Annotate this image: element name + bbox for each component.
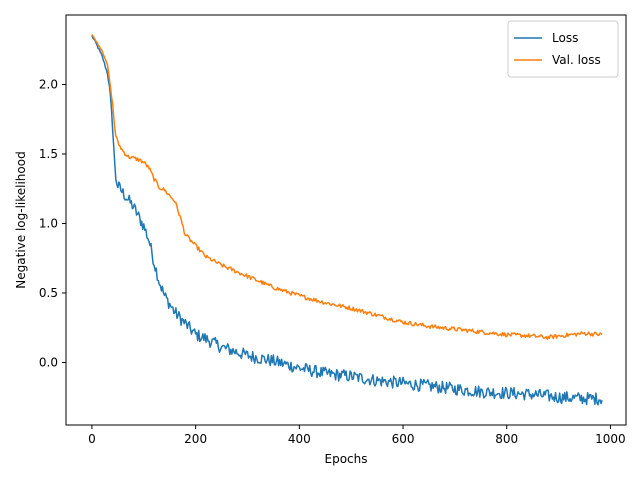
x-tick-label: 0 [88, 432, 96, 446]
plot-frame [65, 14, 627, 426]
legend-box [507, 20, 619, 78]
y-axis-ticks: 0.0 0.5 1.0 1.5 2.0 [39, 77, 66, 369]
y-tick-label: 2.0 [39, 77, 58, 91]
x-tick-label: 800 [495, 432, 518, 446]
series-line-0 [91, 35, 603, 406]
legend: Loss Val. loss [507, 20, 619, 78]
y-tick-label: 0.0 [39, 355, 58, 369]
x-tick-label: 400 [288, 432, 311, 446]
y-tick-label: 1.5 [39, 147, 58, 161]
legend-label: Loss [552, 31, 578, 45]
y-axis-label: Negative log-likelihood [14, 151, 28, 288]
x-axis-label: Epochs [325, 452, 368, 466]
legend-label: Val. loss [552, 53, 601, 67]
y-tick-label: 0.5 [39, 286, 58, 300]
series-line-1 [91, 34, 603, 340]
y-tick-label: 1.0 [39, 216, 58, 230]
x-tick-label: 1000 [595, 432, 626, 446]
series-lines [91, 34, 603, 406]
x-tick-label: 200 [184, 432, 207, 446]
x-axis-ticks: 0 200 400 600 800 1000 [88, 425, 626, 446]
x-tick-label: 600 [392, 432, 415, 446]
